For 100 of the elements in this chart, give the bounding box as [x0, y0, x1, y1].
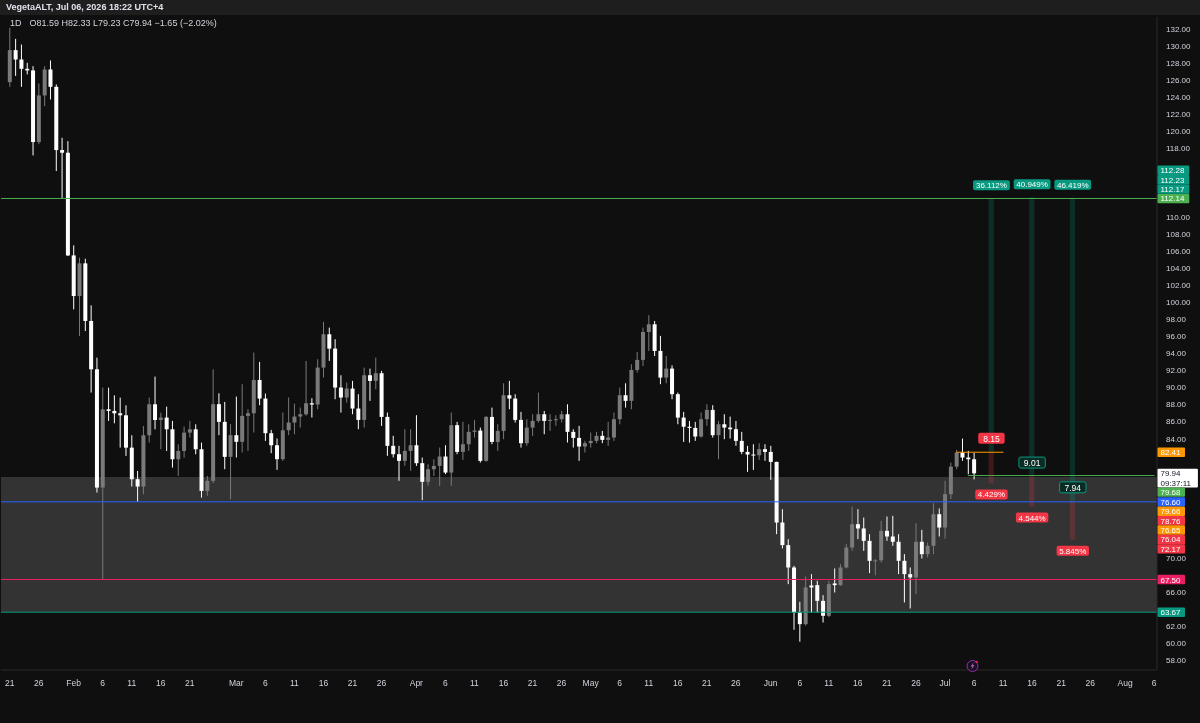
- candlestick: [164, 406, 169, 452]
- x-tick-label: 16: [156, 678, 166, 689]
- candlestick: [664, 355, 669, 384]
- text: 79.68: [1160, 488, 1182, 498]
- x-tick-label: 26: [911, 678, 921, 689]
- x-tick-label: Apr: [409, 678, 424, 689]
- candlestick: [693, 421, 698, 442]
- x-tick-label: 6: [100, 678, 106, 689]
- y-tick-label: 60.00: [1166, 639, 1187, 649]
- candlestick: [646, 314, 651, 352]
- annotation: 40.949%: [1016, 180, 1048, 190]
- x-tick-label: 16: [318, 678, 329, 689]
- y-tick-label: 62.00: [1166, 622, 1187, 632]
- candlestick: [356, 393, 361, 430]
- x-tick-label: 11: [289, 678, 300, 689]
- y-tick-label: 86.00: [1166, 417, 1187, 427]
- x-tick-label: 21: [185, 678, 195, 689]
- text: 112.23: [1160, 175, 1185, 185]
- annotation: 9.01: [1023, 458, 1041, 469]
- annotation: 7.94: [1064, 482, 1082, 493]
- candlestick: [228, 423, 233, 500]
- candlestick: [182, 426, 187, 459]
- bar: [1069, 501, 1076, 540]
- x-tick-label: 21: [4, 678, 15, 689]
- y-tick-label: 110.00: [1166, 212, 1191, 222]
- candlestick: [681, 411, 686, 443]
- candlestick: [19, 43, 24, 88]
- annotation: 8.15: [983, 433, 1000, 444]
- candlestick: [815, 580, 820, 613]
- candlestick: [234, 396, 239, 459]
- y-tick-label: 122.00: [1166, 110, 1192, 120]
- candlestick: [542, 410, 547, 435]
- candlestick: [344, 382, 349, 404]
- candlestick: [135, 470, 140, 503]
- x-tick-label: 11: [644, 678, 654, 689]
- candlestick: [768, 445, 773, 481]
- y-tick-label: 108.00: [1166, 229, 1192, 239]
- y-tick-label: 92.00: [1166, 366, 1187, 376]
- candlestick: [460, 421, 465, 461]
- bar: [1029, 475, 1035, 507]
- candlestick: [397, 445, 402, 482]
- candlestick: [153, 376, 158, 430]
- candlestick: [571, 428, 576, 449]
- candlestick: [350, 380, 355, 415]
- candlestick: [553, 414, 558, 427]
- y-tick-label: 126.00: [1166, 76, 1192, 86]
- chart-title: 1D: [10, 18, 22, 28]
- candlestick: [733, 420, 738, 447]
- candlestick: [548, 413, 553, 432]
- text: 09:37:11: [1160, 478, 1192, 488]
- x-tick-label: 16: [673, 678, 683, 689]
- x-tick-label: 26: [376, 678, 387, 689]
- candlestick: [118, 397, 123, 449]
- y-tick-label: 96.00: [1166, 332, 1187, 342]
- x-tick-label: 6: [1151, 678, 1157, 689]
- annotation: 36.112%: [975, 181, 1007, 191]
- candlestick: [216, 392, 221, 436]
- candlestick: [257, 361, 262, 406]
- candlestick: [855, 508, 860, 540]
- candlestick: [414, 414, 419, 467]
- x-tick-label: 26: [556, 678, 567, 689]
- candlestick: [106, 387, 111, 422]
- candlestick: [821, 594, 826, 623]
- y-tick-label: 130.00: [1166, 41, 1192, 51]
- candlestick: [577, 425, 582, 462]
- candlestick: [954, 449, 959, 470]
- x-tick-label: Mar: [228, 678, 244, 689]
- y-tick-label: 132.00: [1166, 24, 1192, 34]
- candlestick: [298, 407, 303, 429]
- chart-subtitle: O81.59 H82.33 L79.23 C79.94 −1.65 (−2.02%): [29, 18, 217, 28]
- candlestick: [48, 59, 53, 100]
- x-tick-label: 26: [1085, 678, 1096, 689]
- text: 78.76: [1160, 516, 1182, 526]
- y-tick-label: 66.00: [1166, 588, 1187, 598]
- candlestick: [495, 423, 500, 452]
- candlestick: [524, 418, 529, 447]
- candlestick: [751, 443, 756, 471]
- candlestick: [367, 368, 372, 402]
- candlestick: [937, 508, 942, 537]
- y-tick-label: 98.00: [1166, 315, 1187, 325]
- y-tick-label: 120.00: [1166, 127, 1192, 137]
- x-tick-label: 11: [998, 678, 1008, 689]
- text: 112.28: [1160, 166, 1185, 176]
- candlestick: [269, 429, 274, 454]
- candlestick: [919, 529, 924, 560]
- x-tick-label: 21: [882, 678, 892, 689]
- candlestick: [513, 393, 518, 424]
- x-tick-label: 16: [1027, 678, 1038, 689]
- x-tick-label: 6: [617, 678, 623, 689]
- x-tick-label: Jun: [763, 678, 778, 689]
- x-tick-label: 16: [498, 678, 509, 689]
- candlestick: [797, 601, 802, 643]
- ref-line-label: 67.50: [1160, 575, 1182, 585]
- x-tick-label: 11: [824, 678, 834, 689]
- text: 82.41: [1160, 448, 1182, 458]
- x-tick-label: 26: [731, 678, 741, 689]
- candlestick: [245, 408, 250, 452]
- x-tick-label: Feb: [66, 678, 82, 689]
- candlestick: [426, 463, 431, 487]
- y-tick-label: 118.00: [1166, 144, 1191, 154]
